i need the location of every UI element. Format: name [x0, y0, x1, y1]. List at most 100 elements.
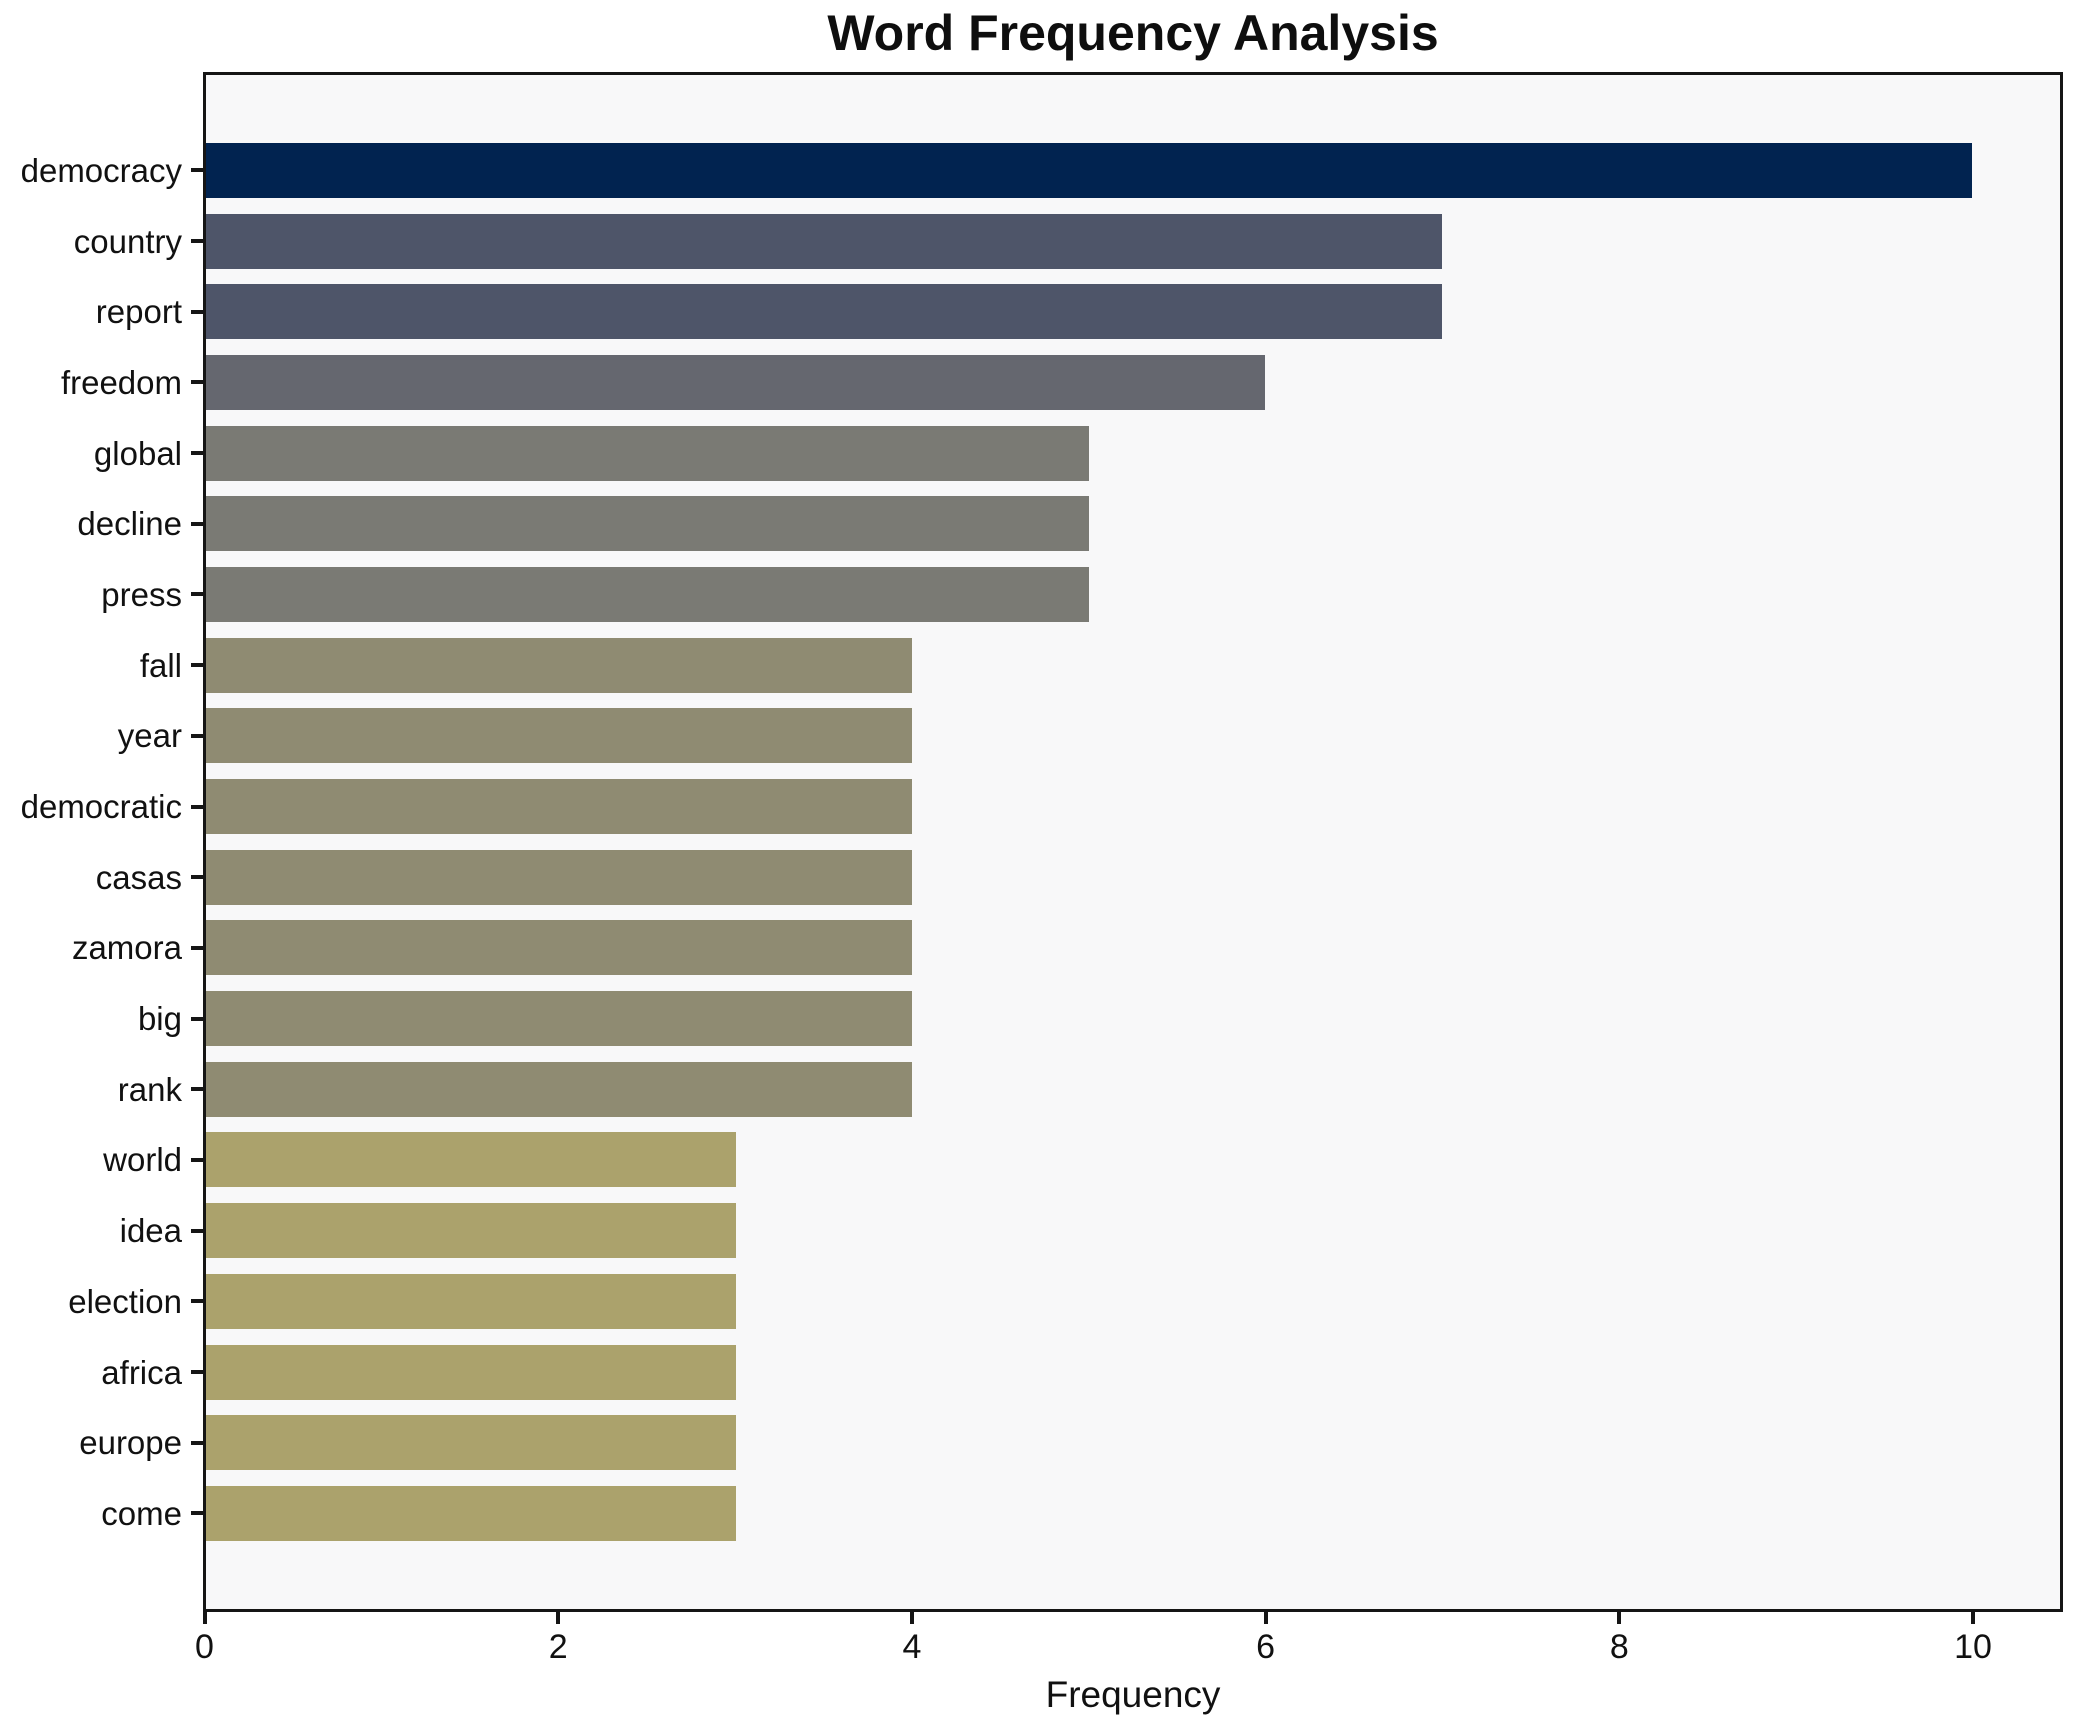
bar-row — [206, 701, 2060, 772]
bar-casas — [206, 849, 913, 905]
y-tick-mark — [191, 1087, 203, 1092]
y-tick-mark — [191, 875, 203, 880]
bar-global — [206, 425, 1089, 481]
x-tick-label: 4 — [902, 1628, 922, 1666]
bar-row — [206, 488, 2060, 559]
bar-row — [206, 418, 2060, 489]
bar-idea — [206, 1203, 736, 1259]
y-tick-label: election — [68, 1282, 182, 1320]
y-tick-mark — [191, 945, 203, 950]
bar-row — [206, 1407, 2060, 1478]
x-tick-label: 8 — [1609, 1628, 1629, 1666]
y-label-row: global — [0, 418, 203, 489]
y-tick-mark — [191, 168, 203, 173]
y-label-row: casas — [0, 842, 203, 913]
y-tick-label: zamora — [71, 929, 182, 967]
y-tick-label: casas — [95, 858, 182, 896]
x-tick-mark — [556, 1612, 561, 1624]
bar-year — [206, 708, 913, 764]
y-tick-mark — [191, 239, 203, 244]
y-tick-mark — [191, 1157, 203, 1162]
y-tick-label: democratic — [20, 788, 182, 826]
y-tick-label: year — [117, 717, 182, 755]
x-tick-label: 0 — [195, 1628, 214, 1666]
y-axis-labels: democracy country report freedom global decli… — [0, 75, 203, 1609]
chart-title: Word Frequency Analysis — [827, 5, 1439, 61]
y-tick-mark — [191, 1299, 203, 1304]
y-label-row: democratic — [0, 771, 203, 842]
y-label-row: rank — [0, 1054, 203, 1125]
bar-democratic — [206, 779, 913, 835]
y-tick-label: press — [101, 575, 182, 613]
bar-democracy — [206, 142, 1972, 198]
bars-layer — [206, 75, 2060, 1609]
y-label-row: freedom — [0, 347, 203, 418]
bar-report — [206, 284, 1442, 340]
bar-row — [206, 206, 2060, 277]
y-label-row: country — [0, 206, 203, 277]
y-label-row: come — [0, 1478, 203, 1549]
y-tick-label: rank — [117, 1070, 182, 1108]
y-label-row: report — [0, 276, 203, 347]
y-label-row: world — [0, 1125, 203, 1196]
bar-world — [206, 1132, 736, 1188]
bar-row — [206, 1478, 2060, 1549]
y-tick-label: big — [137, 1000, 182, 1038]
y-tick-label: report — [95, 293, 182, 331]
bar-election — [206, 1273, 736, 1329]
y-tick-label: africa — [101, 1353, 182, 1391]
y-tick-mark — [191, 804, 203, 809]
bar-row — [206, 983, 2060, 1054]
bar-row — [206, 347, 2060, 418]
bar-press — [206, 566, 1089, 622]
bar-row — [206, 559, 2060, 630]
bar-row — [206, 630, 2060, 701]
bar-come — [206, 1485, 736, 1541]
y-tick-label: idea — [119, 1212, 182, 1250]
x-tick-mark — [909, 1612, 914, 1624]
y-tick-mark — [191, 451, 203, 456]
x-tick-mark — [1617, 1612, 1622, 1624]
y-label-row: fall — [0, 630, 203, 701]
y-label-row: year — [0, 701, 203, 772]
y-label-row: decline — [0, 488, 203, 559]
y-tick-mark — [191, 521, 203, 526]
x-tick-label: 2 — [548, 1628, 568, 1666]
y-label-row: africa — [0, 1337, 203, 1408]
y-tick-label: democracy — [20, 151, 182, 189]
y-tick-label: come — [101, 1494, 182, 1532]
y-tick-label: decline — [77, 505, 182, 543]
bar-row — [206, 771, 2060, 842]
y-label-row: europe — [0, 1407, 203, 1478]
bar-row — [206, 1266, 2060, 1337]
y-label-row: big — [0, 983, 203, 1054]
x-tick-label: 10 — [1954, 1628, 1992, 1666]
plot-area — [203, 72, 2063, 1612]
bar-row — [206, 913, 2060, 984]
bar-row — [206, 276, 2060, 347]
x-tick-mark — [1971, 1612, 1976, 1624]
x-axis-label: Frequency — [1045, 1674, 1221, 1715]
y-label-row: democracy — [0, 135, 203, 206]
y-label-row: zamora — [0, 913, 203, 984]
bar-row — [206, 1054, 2060, 1125]
y-label-row: idea — [0, 1195, 203, 1266]
y-label-row: press — [0, 559, 203, 630]
x-tick-mark — [1263, 1612, 1268, 1624]
y-tick-label: fall — [139, 646, 182, 684]
bar-rank — [206, 1061, 913, 1117]
bar-row — [206, 842, 2060, 913]
bar-decline — [206, 496, 1089, 552]
bar-row — [206, 1337, 2060, 1408]
bar-fall — [206, 637, 913, 693]
y-tick-label: europe — [79, 1424, 182, 1462]
y-tick-mark — [191, 380, 203, 385]
bar-europe — [206, 1415, 736, 1471]
y-tick-mark — [191, 309, 203, 314]
bar-country — [206, 213, 1442, 269]
y-tick-mark — [191, 592, 203, 597]
y-tick-label: freedom — [60, 363, 182, 401]
y-tick-mark — [191, 663, 203, 668]
bar-row — [206, 1195, 2060, 1266]
